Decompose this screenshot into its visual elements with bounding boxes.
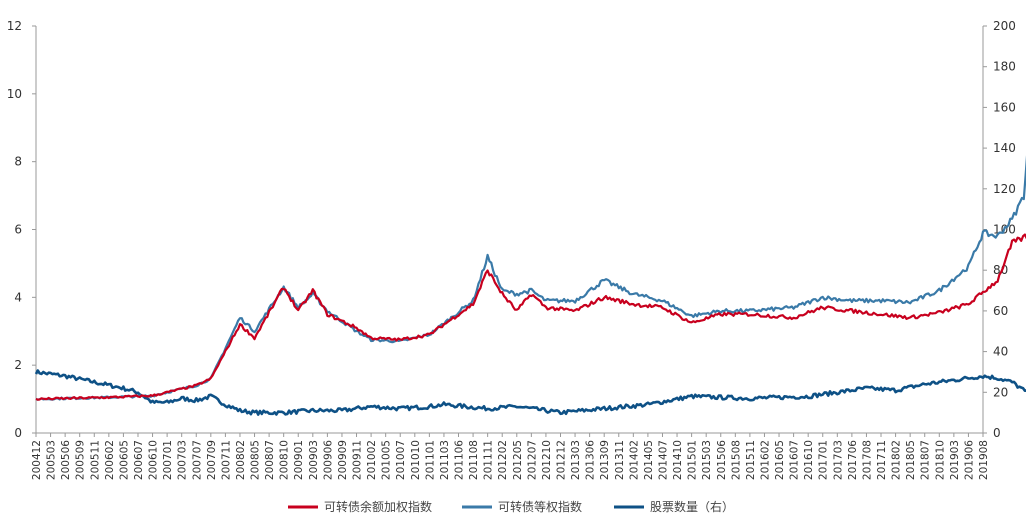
x-tick-label: 201005 xyxy=(381,440,393,480)
x-tick-label: 200506 xyxy=(60,440,72,480)
x-tick-label: 201007 xyxy=(395,440,407,480)
x-tick-label: 201506 xyxy=(716,440,728,480)
x-tick-label: 200607 xyxy=(133,440,145,480)
series-line-1 xyxy=(35,155,1026,401)
x-tick-label: 201701 xyxy=(818,440,830,480)
x-tick-label: 200909 xyxy=(337,440,349,480)
x-tick-label: 201405 xyxy=(643,440,655,480)
y-right-tick-label: 120 xyxy=(993,182,1016,196)
y-left-tick-label: 2 xyxy=(14,358,22,372)
x-tick-label: 201210 xyxy=(541,440,553,480)
y-left-tick-label: 8 xyxy=(14,155,22,169)
x-tick-label: 201706 xyxy=(847,440,859,480)
x-tick-label: 201410 xyxy=(672,440,684,480)
x-tick-label: 200709 xyxy=(206,440,218,480)
x-tick-label: 201511 xyxy=(745,440,757,480)
x-tick-label: 201802 xyxy=(891,440,903,480)
axes xyxy=(35,26,984,434)
y-left-tick-label: 4 xyxy=(14,290,22,304)
x-tick-label: 201108 xyxy=(468,440,480,480)
x-tick-label: 201810 xyxy=(934,440,946,480)
x-tick-label: 201602 xyxy=(759,440,771,480)
x-tick-label: 201711 xyxy=(876,440,888,480)
x-tick-label: 200610 xyxy=(148,440,160,480)
x-tick-label: 200707 xyxy=(191,440,203,480)
x-tick-label: 201202 xyxy=(497,440,509,480)
series-layer xyxy=(34,155,1026,416)
x-tick-label: 200602 xyxy=(104,440,116,480)
x-tick-label: 201807 xyxy=(920,440,932,480)
x-tick-label: 200605 xyxy=(118,440,130,480)
x-tick-label: 201106 xyxy=(454,440,466,480)
x-tick-label: 201607 xyxy=(789,440,801,480)
y-right-tick-label: 40 xyxy=(993,345,1008,359)
x-tick-label: 200903 xyxy=(308,440,320,480)
x-tick-label: 200911 xyxy=(352,440,364,480)
x-tick-label: 201111 xyxy=(483,440,495,480)
x-tick-label: 201610 xyxy=(803,440,815,480)
x-tick-label: 200901 xyxy=(293,440,305,480)
x-tick-label: 200906 xyxy=(322,440,334,480)
y-left-ticks: 0 2 4 6 8 10 12 xyxy=(7,19,36,440)
x-tick-label: 201207 xyxy=(526,440,538,480)
x-tick-label: 201605 xyxy=(774,440,786,480)
x-tick-label: 200807 xyxy=(264,440,276,480)
legend-label-1: 可转债等权指数 xyxy=(498,499,582,514)
x-tick-label: 200701 xyxy=(162,440,174,480)
x-tick-label: 201407 xyxy=(657,440,669,480)
y-right-tick-label: 160 xyxy=(993,100,1016,114)
x-tick-label: 201205 xyxy=(512,440,524,480)
y-right-tick-label: 180 xyxy=(993,60,1016,74)
legend-label-2: 股票数量（右） xyxy=(650,499,734,514)
x-tick-label: 201402 xyxy=(628,440,640,480)
legend-label-0: 可转债余额加权指数 xyxy=(324,499,432,514)
y-left-tick-label: 10 xyxy=(7,87,22,101)
y-right-tick-label: 200 xyxy=(993,19,1016,33)
x-tick-label: 200802 xyxy=(235,440,247,480)
x-tick-label: 201309 xyxy=(599,440,611,480)
y-right-tick-label: 60 xyxy=(993,304,1008,318)
y-right-tick-label: 20 xyxy=(993,385,1008,399)
x-tick-label: 200711 xyxy=(220,440,232,480)
y-left-tick-label: 6 xyxy=(14,223,22,237)
y-right-tick-label: 80 xyxy=(993,263,1008,277)
y-left-tick-label: 0 xyxy=(14,426,22,440)
x-tick-label: 200810 xyxy=(279,440,291,480)
x-tick-label: 201306 xyxy=(585,440,597,480)
x-tick-label: 201103 xyxy=(439,440,451,480)
x-tick-label: 200412 xyxy=(31,440,43,480)
y-right-tick-label: 140 xyxy=(993,141,1016,155)
x-tick-label: 201805 xyxy=(905,440,917,480)
legend: 可转债余额加权指数 可转债等权指数 股票数量（右） xyxy=(288,499,734,514)
x-ticks: 200412 200503 200506 200509 200511 200602 2006… xyxy=(31,433,990,480)
x-tick-label: 201508 xyxy=(730,440,742,480)
x-tick-label: 201002 xyxy=(366,440,378,480)
x-tick-label: 200511 xyxy=(89,440,101,480)
x-tick-label: 200503 xyxy=(46,440,58,480)
y-left-tick-label: 12 xyxy=(7,19,22,33)
x-tick-label: 200703 xyxy=(177,440,189,480)
x-tick-label: 201010 xyxy=(410,440,422,480)
y-right-tick-label: 0 xyxy=(993,426,1001,440)
x-tick-label: 200805 xyxy=(250,440,262,480)
x-tick-label: 201708 xyxy=(861,440,873,480)
x-tick-label: 200509 xyxy=(75,440,87,480)
series-line-2 xyxy=(34,369,1026,416)
x-tick-label: 201903 xyxy=(949,440,961,480)
x-tick-label: 201311 xyxy=(614,440,626,480)
x-tick-label: 201212 xyxy=(555,440,567,480)
x-tick-label: 201908 xyxy=(978,440,990,480)
x-tick-label: 201101 xyxy=(424,440,436,480)
x-tick-label: 201703 xyxy=(832,440,844,480)
series-line-0 xyxy=(35,233,1026,401)
x-tick-label: 201906 xyxy=(963,440,975,480)
x-tick-label: 201503 xyxy=(701,440,713,480)
x-tick-label: 201303 xyxy=(570,440,582,480)
x-tick-label: 201501 xyxy=(687,440,699,480)
